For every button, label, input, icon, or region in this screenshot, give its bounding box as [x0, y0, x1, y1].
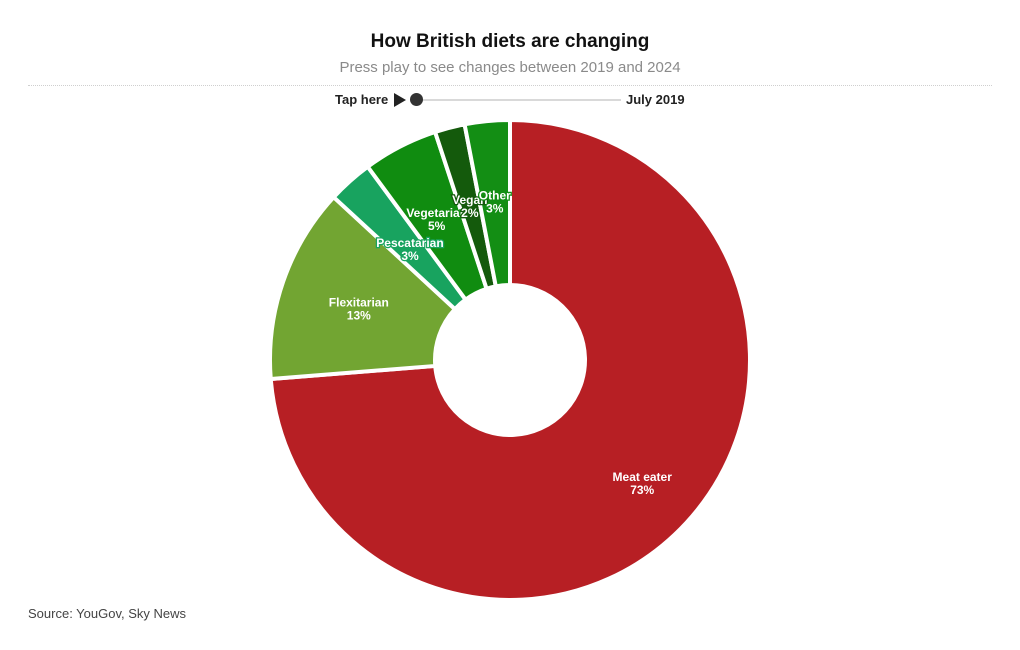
- timeline-slider-thumb[interactable]: [410, 93, 423, 106]
- slice-name-label: Flexitarian: [329, 296, 389, 310]
- chart-title: How British diets are changing: [370, 31, 650, 52]
- header-divider: [28, 85, 992, 86]
- tap-here-label: Tap here: [335, 92, 389, 107]
- current-date-label: July 2019: [626, 92, 685, 107]
- timeline-player: Tap here July 2019: [0, 88, 1020, 112]
- slice-name-label: Pescatarian: [376, 236, 443, 250]
- slice-value-label: 5%: [428, 219, 446, 233]
- slice-value-label: 13%: [347, 309, 371, 323]
- slice-flexitarian[interactable]: [268, 195, 457, 382]
- slice-name-label: Vegetarian: [406, 206, 467, 220]
- slice-name-label: Other: [479, 189, 511, 203]
- slice-value-label: 3%: [486, 202, 504, 216]
- timeline-slider-track[interactable]: [417, 99, 621, 101]
- slice-other[interactable]: [462, 118, 512, 289]
- slice-name-label: Meat eater: [613, 470, 673, 484]
- slice-value-label: 3%: [401, 249, 419, 263]
- slice-name-label: Vegan: [452, 193, 487, 207]
- chart-subtitle: Press play to see changes between 2019 a…: [339, 59, 681, 76]
- slice-meat-eater[interactable]: [268, 118, 752, 602]
- slice-value-label: 2%: [461, 206, 479, 220]
- source-note: Source: YouGov, Sky News: [28, 606, 187, 621]
- slice-value-label: 73%: [630, 483, 654, 497]
- play-icon[interactable]: [393, 92, 407, 108]
